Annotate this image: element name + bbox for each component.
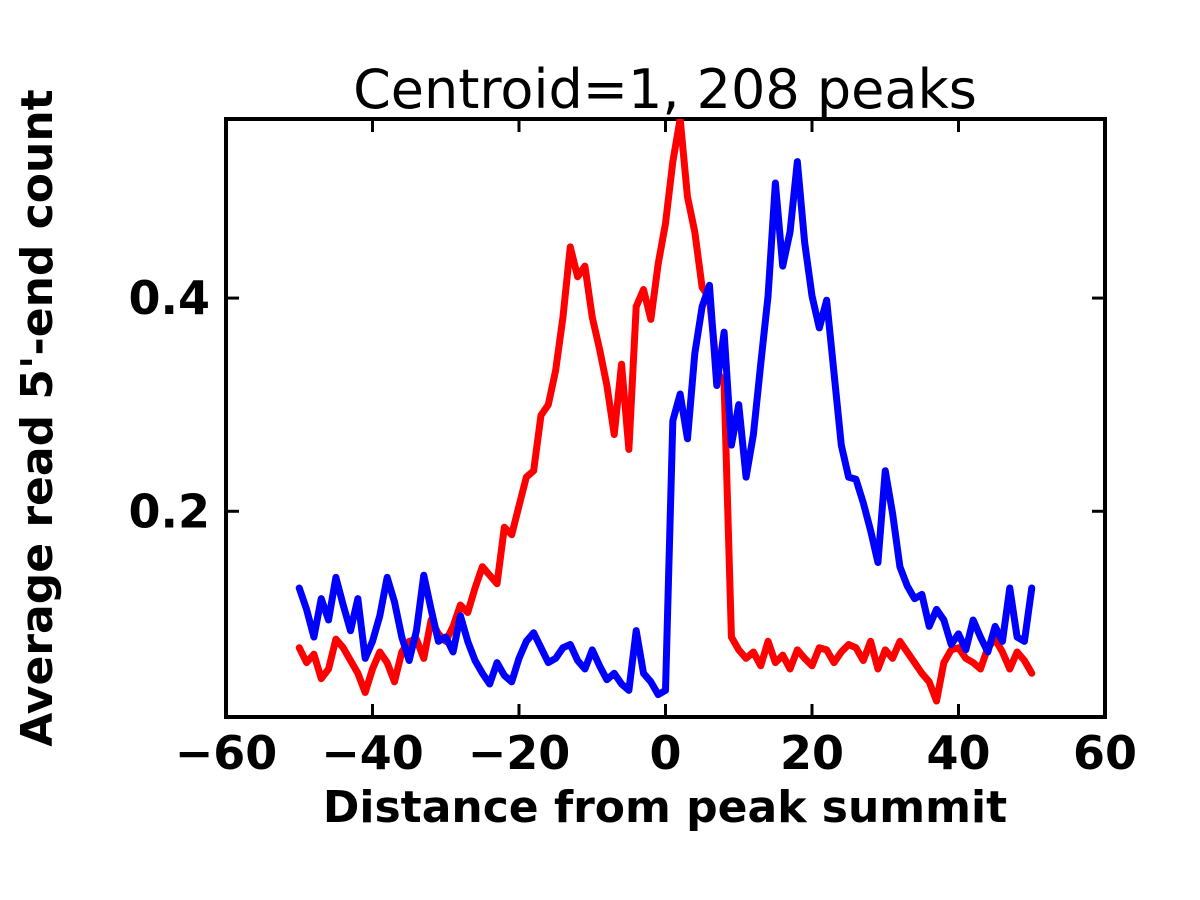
x-axis-tick-labels: −60 −40 −20 0 20 40 60 — [175, 726, 1137, 780]
x-tick-label: −40 — [321, 726, 424, 780]
x-tick-label: 60 — [1073, 726, 1137, 780]
y-tick-label: 0.2 — [129, 484, 211, 538]
series-line-minus-strand — [295, 119, 1036, 705]
y-axis-ticks — [226, 296, 1105, 513]
y-axis-tick-labels: 0.2 0.4 — [129, 271, 211, 538]
x-axis-ticks — [224, 119, 1107, 717]
x-tick-label: 40 — [926, 726, 990, 780]
series-line-plus-strand — [295, 158, 1036, 699]
x-tick-label: 0 — [649, 726, 681, 780]
x-tick-label: −20 — [468, 726, 571, 780]
x-tick-label: 20 — [780, 726, 844, 780]
x-tick-label: −60 — [175, 726, 278, 780]
y-axis-label: Average read 5'-end count — [12, 89, 63, 746]
data-series-group — [295, 119, 1036, 705]
y-tick-label: 0.4 — [129, 271, 211, 325]
x-axis-label: Distance from peak summit — [323, 782, 1007, 833]
chart-title: Centroid=1, 208 peaks — [353, 58, 977, 121]
